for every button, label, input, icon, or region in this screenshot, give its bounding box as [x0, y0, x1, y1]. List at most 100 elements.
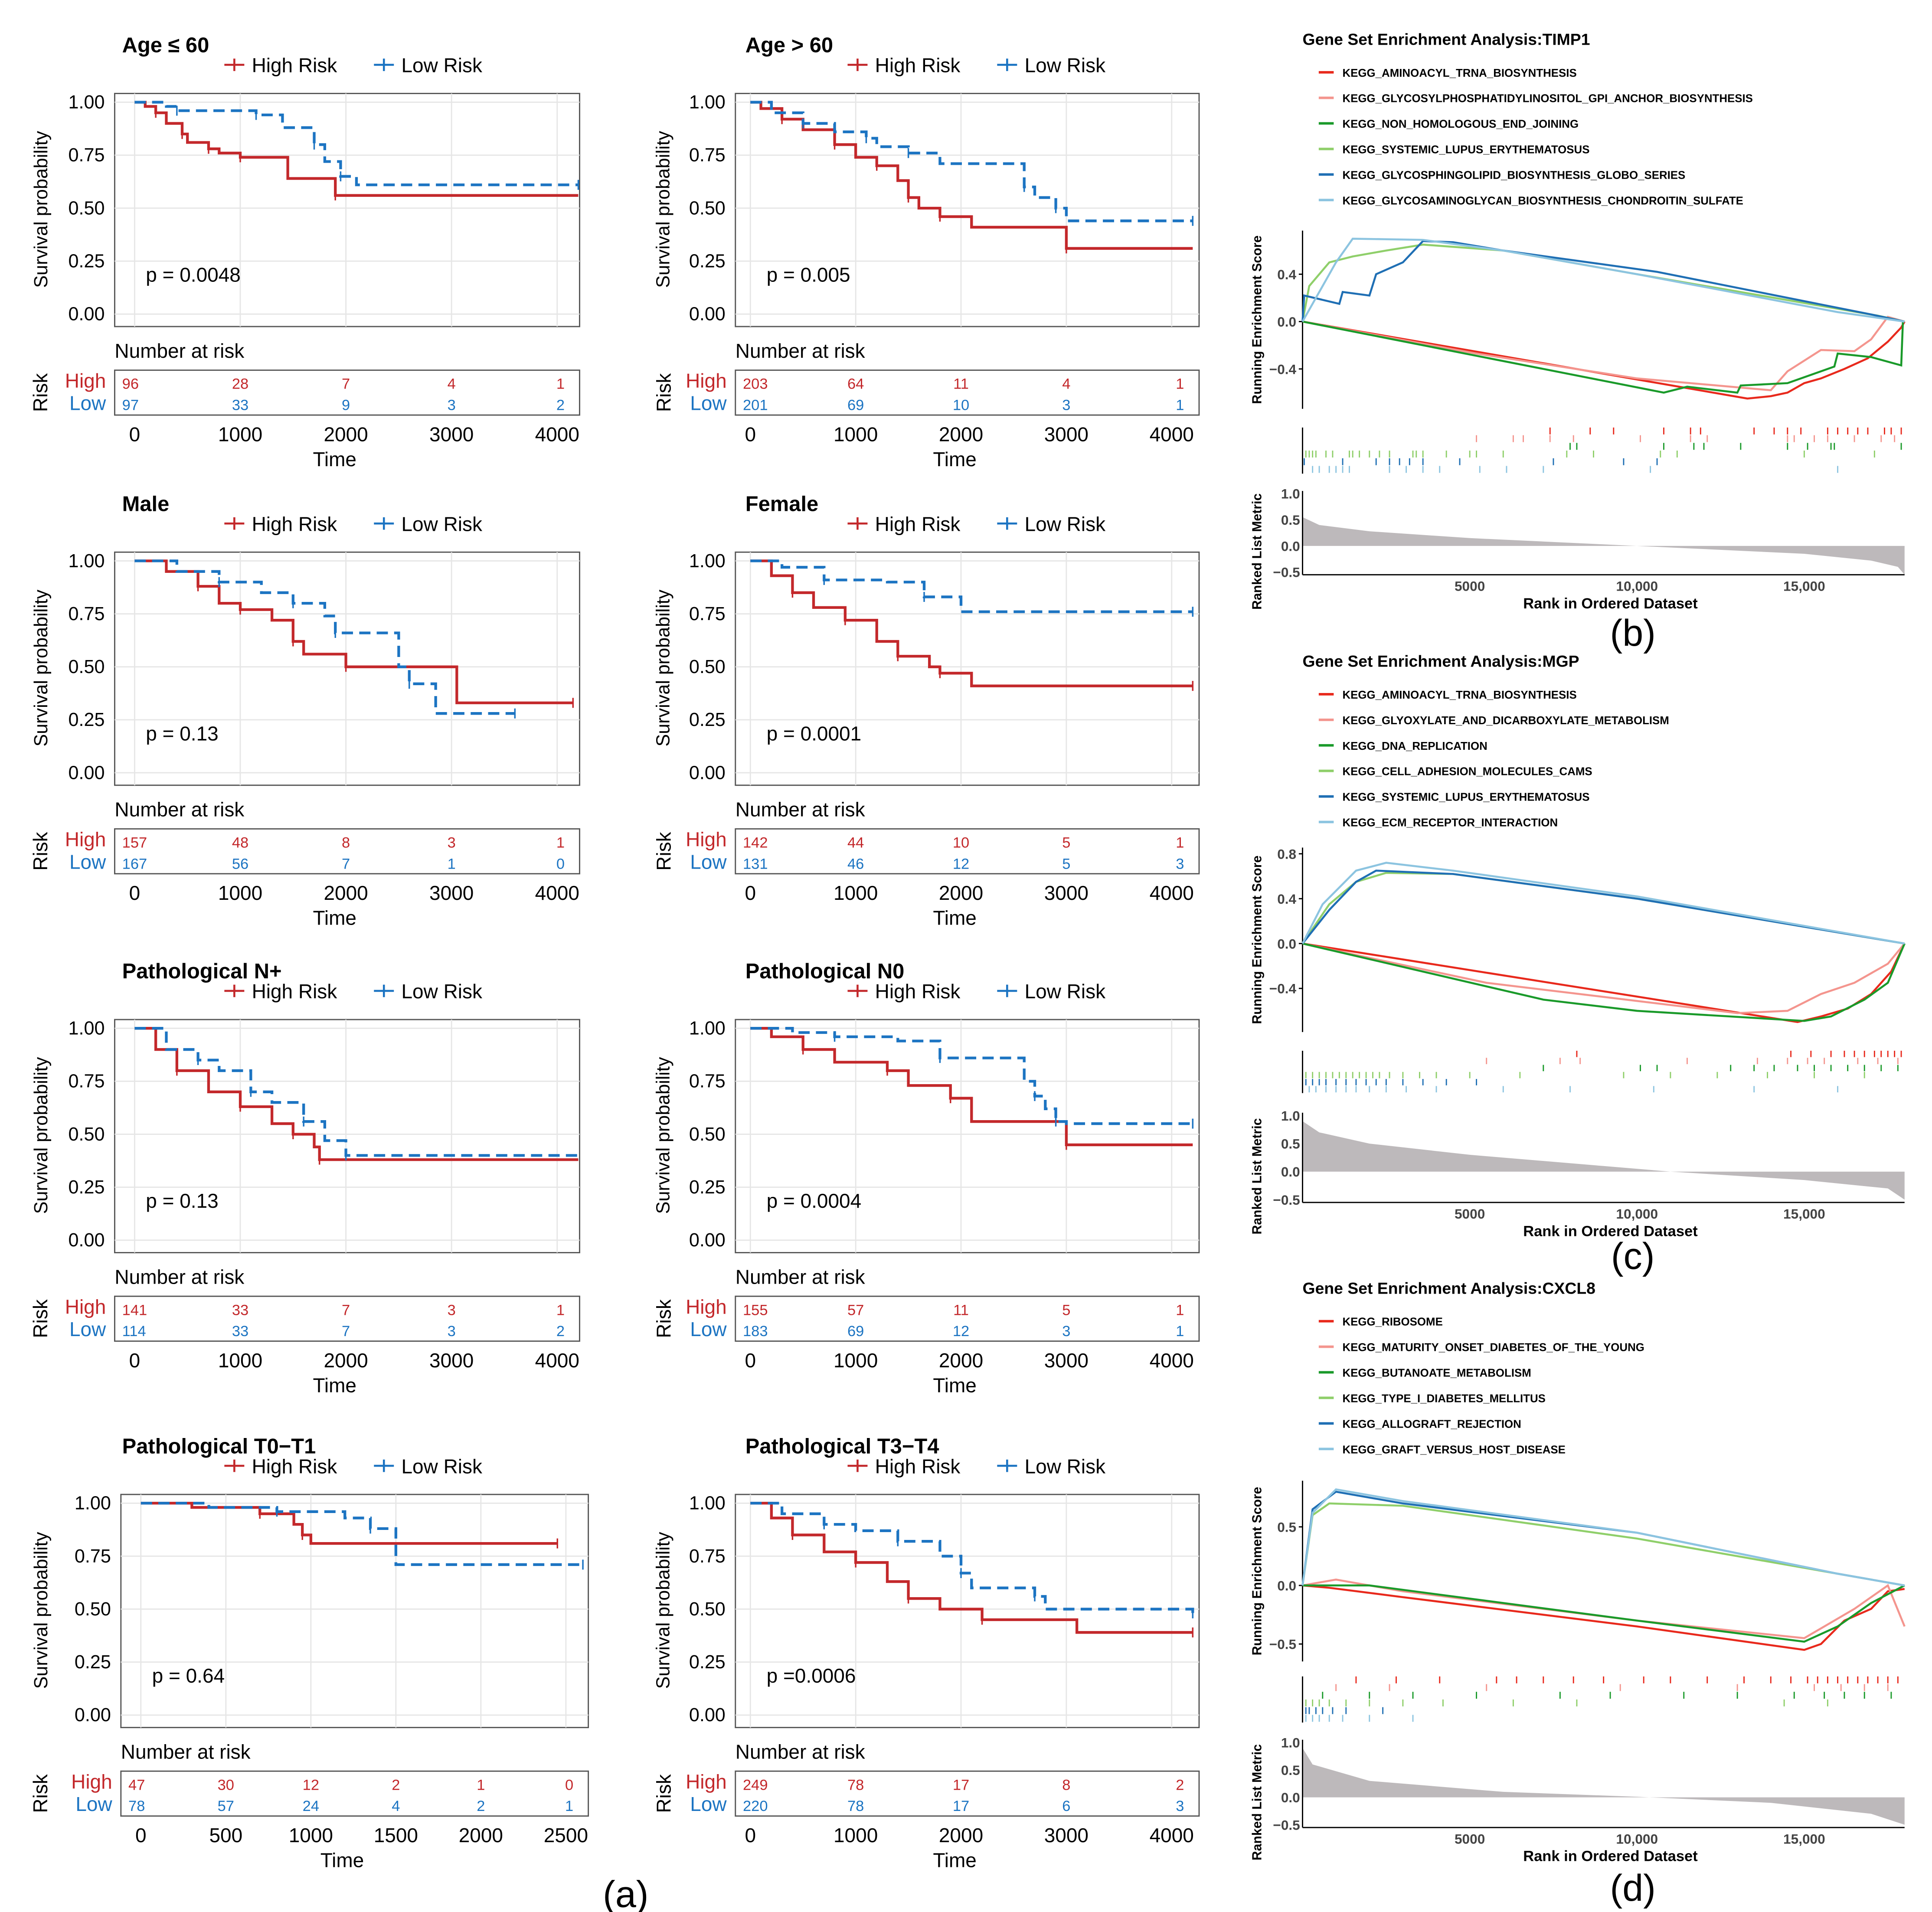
- enrichment-curve: [1302, 1579, 1906, 1639]
- x-tick-label: 0: [745, 423, 756, 445]
- p-value: p = 0.0001: [767, 722, 862, 745]
- panel-label-c: (c): [1611, 1235, 1655, 1277]
- x-tick-label: 0: [129, 1349, 141, 1372]
- y-tick-label: 0.00: [69, 762, 105, 783]
- risk-high-count: 4: [448, 376, 456, 392]
- low-risk-curve: [750, 1502, 1194, 1614]
- legend-high-label: High Risk: [875, 1455, 961, 1477]
- risk-high-label: High: [686, 828, 727, 851]
- x-axis-label: Rank in Ordered Dataset: [1523, 1848, 1698, 1865]
- plot-area: [120, 1494, 589, 1729]
- risk-low-label: Low: [69, 1318, 106, 1340]
- enrichment-curve: [1302, 320, 1906, 400]
- y-tick-label: 0.25: [75, 1652, 111, 1673]
- risk-low-count: 3: [1176, 856, 1184, 872]
- y-axis-label: Ranked List Metric: [1250, 494, 1265, 610]
- y-tick-label: −0.5: [1273, 565, 1300, 580]
- risk-axis-label: Risk: [652, 1299, 675, 1338]
- y-tick-label: 0.4: [1277, 267, 1296, 282]
- legend-label: KEGG_SYSTEMIC_LUPUS_ERYTHEMATOSUS: [1343, 144, 1590, 156]
- x-tick-label: 4000: [535, 1349, 579, 1372]
- risk-high-count: 142: [743, 834, 768, 851]
- risk-low-count: 7: [342, 856, 350, 872]
- gsea-title: Gene Set Enrichment Analysis:CXCL8: [1303, 1279, 1595, 1297]
- legend-label: KEGG_DNA_REPLICATION: [1343, 740, 1487, 752]
- high-risk-curve: [141, 1502, 558, 1545]
- risk-low-count: 12: [953, 856, 969, 872]
- legend-low-label: Low Risk: [1025, 980, 1106, 1003]
- x-tick-label: 4000: [535, 882, 579, 904]
- risk-low-count: 33: [232, 397, 248, 414]
- km-plot: Female High Risk Low Risk 0.00 0.25 0.50 0.75 1…: [652, 492, 1200, 929]
- risk-high-count: 1: [1176, 1302, 1184, 1318]
- gsea-title: Gene Set Enrichment Analysis:MGP: [1303, 652, 1579, 670]
- risk-low-count: 183: [743, 1323, 768, 1340]
- low-risk-curve: [141, 1502, 583, 1566]
- p-value: p =0.0006: [767, 1664, 856, 1687]
- panel-label-d: (d): [1610, 1867, 1656, 1909]
- risk-low-count: 1: [1176, 397, 1184, 414]
- y-tick-label: 0.00: [689, 1705, 726, 1726]
- ranked-metric-area: [1302, 517, 1905, 575]
- risk-table-title: Number at risk: [736, 1740, 866, 1763]
- enrichment-curve: [1301, 240, 1905, 323]
- legend-low-label: Low Risk: [401, 1455, 482, 1477]
- risk-low-count: 6: [1062, 1798, 1070, 1814]
- y-tick-label: 0.50: [75, 1599, 111, 1620]
- risk-high-count: 5: [1062, 1302, 1070, 1318]
- plot-area: [735, 551, 1200, 786]
- y-tick-label: 0.75: [69, 1071, 105, 1092]
- y-axis-label: Survival probability: [31, 131, 52, 288]
- y-tick-label: 0.0: [1281, 1790, 1300, 1805]
- y-axis-label: Survival probability: [31, 1532, 52, 1689]
- y-axis-label: Running Enrichment Score: [1250, 235, 1265, 404]
- risk-high-label: High: [65, 369, 106, 392]
- y-tick-label: 0.25: [689, 251, 726, 272]
- risk-low-label: Low: [690, 1318, 727, 1340]
- x-tick-label: 10,000: [1616, 1831, 1658, 1847]
- x-tick-label: 1000: [289, 1824, 333, 1847]
- risk-high-count: 78: [847, 1777, 864, 1793]
- x-tick-label: 1000: [218, 1349, 262, 1372]
- y-tick-label: 0.0: [1281, 538, 1300, 554]
- risk-high-count: 141: [122, 1302, 147, 1318]
- risk-high-count: 1: [556, 834, 565, 851]
- legend-low-label: Low Risk: [401, 980, 482, 1003]
- y-tick-label: 1.00: [689, 92, 726, 113]
- risk-table: [735, 1295, 1200, 1342]
- risk-high-count: 96: [122, 376, 139, 392]
- risk-low-count: 3: [1176, 1798, 1184, 1814]
- y-tick-label: 1.00: [75, 1493, 111, 1514]
- risk-axis-label: Risk: [29, 831, 52, 870]
- risk-table-title: Number at risk: [114, 340, 245, 362]
- x-tick-label: 0: [129, 882, 141, 904]
- y-tick-label: 1.0: [1281, 486, 1300, 502]
- plot-title: Pathological N+: [122, 960, 282, 983]
- risk-high-count: 3: [448, 834, 456, 851]
- risk-low-count: 2: [477, 1798, 485, 1814]
- x-axis-label: Time: [933, 907, 976, 929]
- high-risk-curve: [750, 101, 1193, 250]
- legend-low-label: Low Risk: [1025, 1455, 1106, 1477]
- risk-low-count: 56: [232, 856, 248, 872]
- risk-low-count: 17: [953, 1798, 969, 1814]
- risk-high-count: 1: [556, 376, 565, 392]
- risk-axis-label: Risk: [652, 1774, 675, 1813]
- y-tick-label: 1.0: [1281, 1108, 1300, 1124]
- y-axis-label: Survival probability: [31, 589, 52, 746]
- legend-high-label: High Risk: [252, 1455, 338, 1477]
- x-tick-label: 500: [209, 1824, 242, 1847]
- y-tick-label: 0.75: [689, 604, 726, 624]
- enrichment-curve: [1302, 942, 1906, 1014]
- legend-high-label: High Risk: [875, 54, 961, 77]
- y-axis-label: Survival probability: [653, 1532, 673, 1689]
- enrichment-curve: [1302, 1584, 1905, 1651]
- x-tick-label: 1000: [834, 1349, 878, 1372]
- x-axis-label: Time: [313, 448, 356, 471]
- risk-table-title: Number at risk: [114, 798, 245, 821]
- plot-area: [735, 1019, 1200, 1253]
- enrichment-curve: [1301, 869, 1905, 945]
- y-tick-label: 0.00: [689, 1230, 726, 1251]
- risk-low-count: 7: [342, 1323, 350, 1340]
- risk-high-count: 5: [1062, 834, 1070, 851]
